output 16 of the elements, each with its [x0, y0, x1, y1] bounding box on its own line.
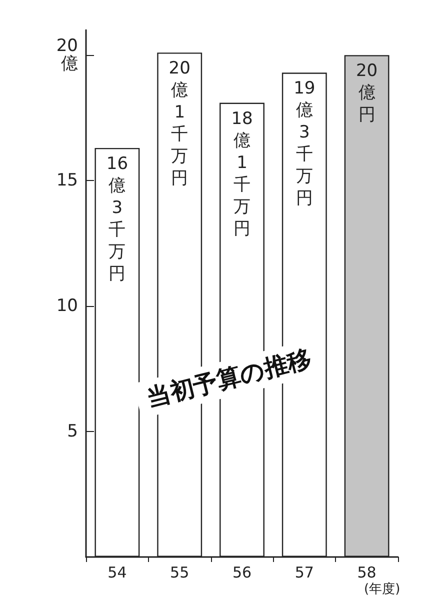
x-tick-label: 56	[232, 564, 252, 582]
y-tick-label: 15	[56, 170, 78, 191]
data-label: 19億3千万円	[294, 78, 316, 209]
x-tick-label: 58	[357, 564, 376, 582]
y-tick-label: 20 億	[56, 36, 78, 74]
x-axis-title: (年度)	[364, 581, 400, 597]
data-label: 20億円	[356, 61, 378, 126]
y-tick-label: 5	[67, 422, 78, 442]
x-tick-label: 54	[108, 564, 127, 582]
text: 当初予算の推移	[144, 344, 314, 412]
data-label: 18億1千万円	[231, 108, 253, 239]
data-label: 20億1千万円	[168, 58, 190, 189]
x-tick-label: 57	[294, 564, 314, 582]
x-tick-label: 55	[170, 564, 190, 582]
data-label: 16億3千万円	[106, 154, 128, 284]
y-tick-label: 10	[56, 296, 78, 316]
